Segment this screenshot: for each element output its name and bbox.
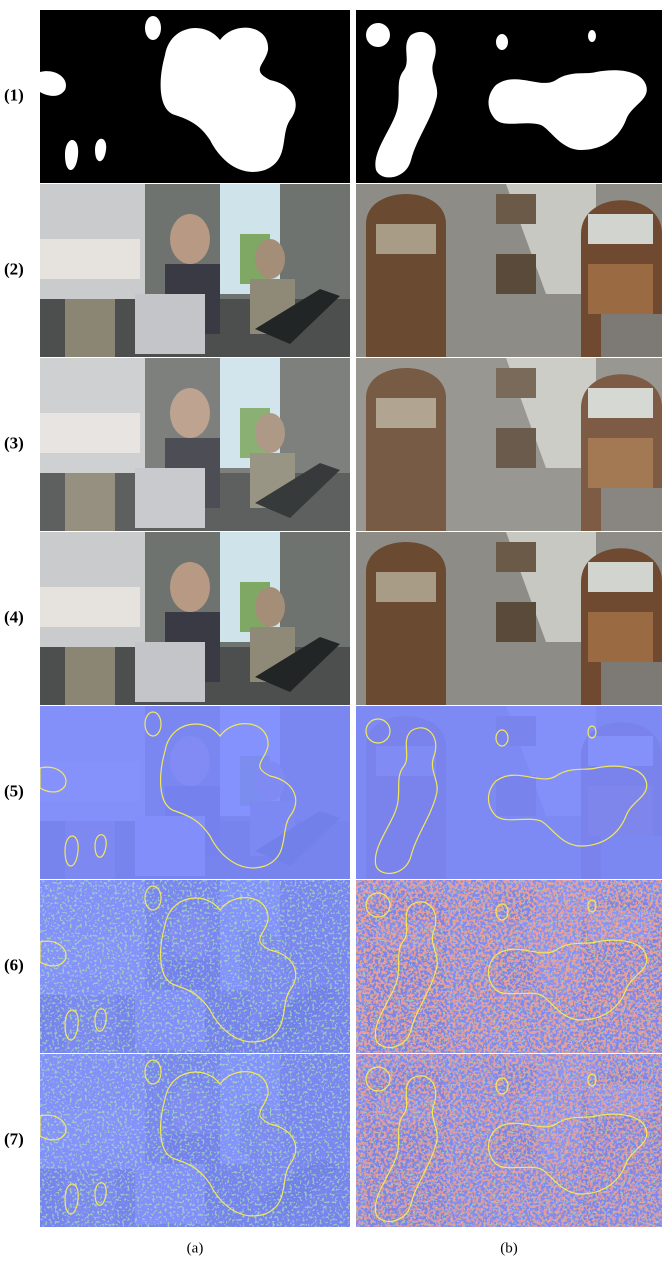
row-label: (4) <box>4 607 24 626</box>
photo <box>40 184 350 357</box>
image-panel <box>40 706 350 879</box>
row-label: (1) <box>4 85 24 104</box>
panel-content <box>40 1054 350 1227</box>
panel-content <box>356 10 662 183</box>
image-panel <box>40 1054 350 1227</box>
row-label: (2) <box>4 259 24 278</box>
heat-noise-r <box>356 1054 662 1227</box>
panel-content <box>40 10 350 183</box>
image-panel <box>356 880 662 1053</box>
image-panel <box>356 184 662 357</box>
photo <box>356 358 662 531</box>
row-label: (3) <box>4 433 24 452</box>
row-label: (6) <box>4 955 24 974</box>
image-panel <box>356 532 662 705</box>
row-label: (5) <box>4 781 24 800</box>
heat-noise-r <box>356 880 662 1053</box>
heat-noise-g <box>40 880 350 1053</box>
image-panel <box>40 532 350 705</box>
photo <box>40 532 350 705</box>
panel-content <box>40 358 350 531</box>
panel-content <box>40 880 350 1053</box>
photo <box>356 532 662 705</box>
column-label: (a) <box>187 1240 204 1256</box>
image-panel <box>356 10 662 183</box>
image-panel <box>356 358 662 531</box>
panel-content <box>40 532 350 705</box>
panel-content <box>356 1054 662 1227</box>
photo <box>40 358 350 531</box>
panel-content <box>40 706 350 879</box>
heat-noise-g <box>40 1054 350 1227</box>
photo <box>356 184 662 357</box>
heat-tint <box>356 706 662 879</box>
image-grid <box>40 10 662 1227</box>
image-panel <box>356 706 662 879</box>
heat-tint <box>40 706 350 879</box>
labels: (1) (2) (3) (4) (5) (6) (7) (a) (b) <box>4 85 518 1256</box>
panel-content <box>356 706 662 879</box>
image-panel <box>40 184 350 357</box>
image-panel <box>40 880 350 1053</box>
panel-content <box>356 184 662 357</box>
column-label: (b) <box>500 1240 518 1256</box>
panel-content <box>356 880 662 1053</box>
image-panel <box>40 358 350 531</box>
row-label: (7) <box>4 1129 24 1148</box>
panel-content <box>356 358 662 531</box>
panel-content <box>40 184 350 357</box>
panel-content <box>356 532 662 705</box>
image-panel <box>40 10 350 183</box>
image-panel <box>356 1054 662 1227</box>
